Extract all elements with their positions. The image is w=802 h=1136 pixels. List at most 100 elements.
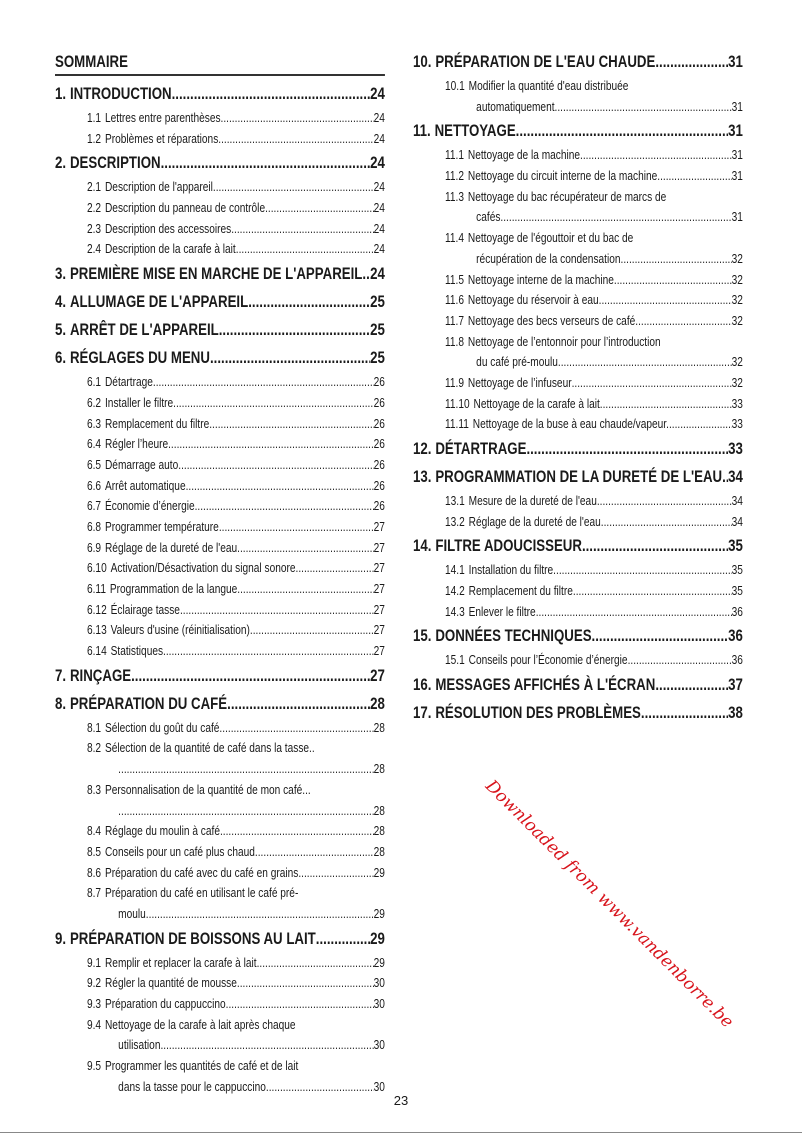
entry-number: 9.5 (86, 1058, 102, 1074)
toc-entry[interactable]: 8.2 Sélection de la quantité de café dans… (55, 738, 385, 759)
dot-leader (210, 344, 370, 372)
toc-entry[interactable]: 11.11 Nettoyage de la buse à eau chaude/v… (413, 414, 743, 435)
dot-leader (237, 973, 374, 994)
entry-number: 1. (55, 84, 67, 103)
entry-page: 26 (373, 498, 385, 514)
toc-heading[interactable]: 8.PRÉPARATION DU CAFÉ 28 (55, 690, 385, 718)
toc-entry-continuation[interactable]: automatiquement 31 (413, 97, 743, 118)
page-title: SOMMAIRE (55, 50, 385, 76)
toc-heading[interactable]: 16.MESSAGES AFFICHÉS À L'ÉCRAN 37 (413, 671, 743, 699)
toc-entry[interactable]: 11.2 Nettoyage du circuit interne de la m… (413, 166, 743, 187)
entry-number: 9.4 (86, 1016, 102, 1032)
toc-heading[interactable]: 9.PRÉPARATION DE BOISSONS AU LAIT 29 (55, 925, 385, 953)
toc-heading[interactable]: 13.PROGRAMMATION DE LA DURETÉ DE L'EAU 34 (413, 463, 743, 491)
toc-entry-continuation[interactable]: moulu 29 (55, 904, 385, 925)
dot-leader (231, 219, 373, 240)
entry-title: ALLUMAGE DE L'APPAREIL (69, 292, 249, 312)
entry-title: Mesure de la dureté de l'eau (468, 493, 597, 508)
entry-number: 6.4 (86, 436, 102, 452)
entry-number: 8.2 (86, 740, 102, 756)
toc-entry[interactable]: 11.4 Nettoyage de l'égouttoir et du bac d… (413, 228, 743, 249)
toc-heading[interactable]: 4.ALLUMAGE DE L'APPAREIL 25 (55, 288, 385, 316)
toc-heading[interactable]: 5.ARRÊT DE L'APPAREIL 25 (55, 316, 385, 344)
toc-entry[interactable]: 8.6 Préparation du café avec du café en g… (55, 863, 385, 884)
toc-entry[interactable]: 9.4 Nettoyage de la carafe à lait après c… (55, 1015, 385, 1036)
toc-entry-continuation[interactable]: 28 (55, 759, 385, 780)
dot-leader (621, 249, 732, 270)
entry-title: Préparation du café avec du café en grai… (104, 864, 299, 880)
toc-heading[interactable]: 2.DESCRIPTION 24 (55, 149, 385, 177)
entry-page: 31 (731, 209, 743, 225)
toc-entry-continuation[interactable]: cafés 31 (413, 207, 743, 228)
toc-heading[interactable]: 17.RÉSOLUTION DES PROBLÈMES 38 (413, 699, 743, 727)
dot-leader (592, 622, 729, 650)
toc-entry-continuation[interactable]: 28 (55, 801, 385, 822)
toc-entry[interactable]: 8.3 Personnalisation de la quantité de mo… (55, 780, 385, 801)
toc-entry[interactable]: 9.5 Programmer les quantités de café et d… (55, 1056, 385, 1077)
toc-heading[interactable]: 11.NETTOYAGE 31 (413, 117, 743, 145)
entry-number: 10. (413, 52, 432, 71)
entry-number: 12. (413, 439, 432, 458)
toc-entry[interactable]: 6.10 Activation/Désactivation du signal s… (55, 558, 385, 579)
toc-entry[interactable]: 11.3 Nettoyage du bac récupérateur de mar… (413, 187, 743, 208)
toc-heading[interactable]: 1.INTRODUCTION 24 (55, 80, 385, 108)
toc-heading[interactable]: 10.PRÉPARATION DE L'EAU CHAUDE 31 (413, 48, 743, 76)
entry-title: PRÉPARATION DE BOISSONS AU LAIT (69, 928, 316, 948)
toc-entry[interactable]: 10.1 Modifier la quantité d'eau distribué… (413, 76, 743, 97)
toc-entry-continuation[interactable]: utilisation 30 (55, 1035, 385, 1056)
toc-entry-continuation[interactable]: dans la tasse pour le cappuccino 30 (55, 1077, 385, 1098)
entry-page: 28 (373, 802, 385, 818)
toc-heading[interactable]: 6.RÉGLAGES DU MENU 25 (55, 344, 385, 372)
entry-number: 17. (413, 703, 432, 723)
toc-heading[interactable]: 7.RINÇAGE 27 (55, 662, 385, 690)
toc-heading[interactable]: 12.DÉTARTRAGE 33 (413, 435, 743, 463)
toc-heading[interactable]: 14.FILTRE ADOUCISSEUR 35 (413, 532, 743, 560)
dot-leader (219, 718, 373, 739)
entry-title: Nettoyage de la carafe à lait après chaq… (104, 1016, 296, 1032)
entry-title-cont: automatiquement (476, 98, 555, 114)
toc-entry[interactable]: 8.7 Préparation du café en utilisant le c… (55, 883, 385, 904)
toc-heading[interactable]: 15.DONNÉES TECHNIQUES 36 (413, 622, 743, 650)
toc-entry-continuation[interactable]: du café pré-moulu 32 (413, 352, 743, 373)
toc-entry-continuation[interactable]: récupération de la condensation 32 (413, 249, 743, 270)
toc-heading[interactable]: 3.PREMIÈRE MISE EN MARCHE DE L'APPAREIL 2… (55, 260, 385, 288)
toc-entry[interactable]: 11.8 Nettoyage de l’entonnoir pour l’intr… (413, 332, 743, 353)
